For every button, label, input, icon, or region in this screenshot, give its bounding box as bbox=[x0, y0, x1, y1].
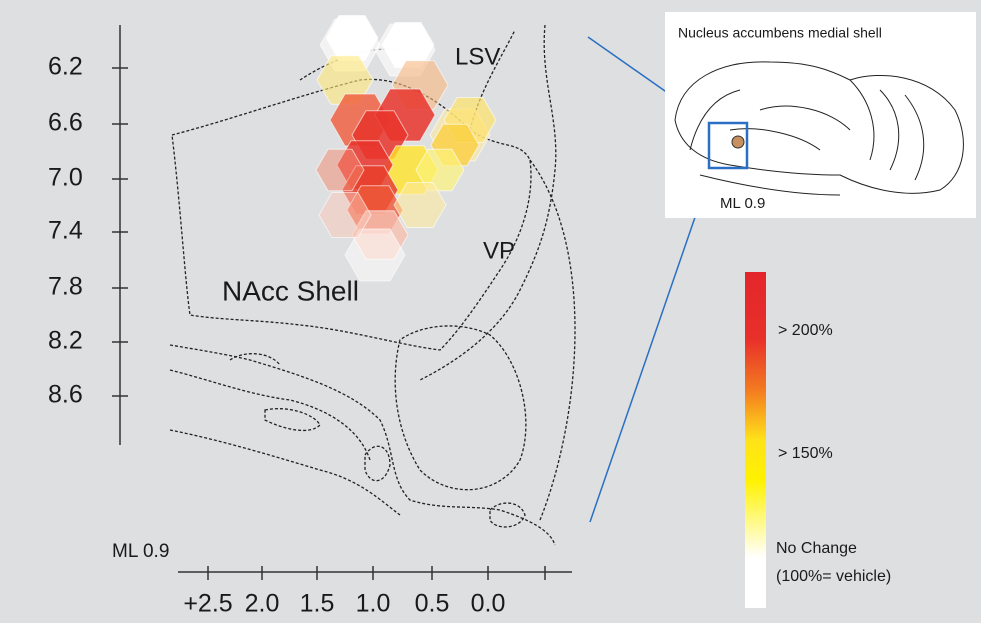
hexagon bbox=[315, 148, 365, 192]
x-axis-label: ML 0.9 bbox=[112, 541, 169, 562]
region-label: NAcc Shell bbox=[222, 275, 359, 306]
region-label: LSV bbox=[455, 43, 500, 70]
hexagon bbox=[415, 148, 465, 192]
y-tick-label: 6.2 bbox=[48, 53, 83, 81]
inset-highlight bbox=[707, 121, 749, 170]
y-tick-label: 7.8 bbox=[48, 273, 83, 301]
hexagon bbox=[325, 15, 379, 61]
inset: Nucleus accumbens medial shell ML 0.9 bbox=[665, 12, 976, 218]
y-tick-label: 6.6 bbox=[48, 109, 83, 137]
x-tick-label: 2.0 bbox=[245, 590, 280, 618]
x-tick-label: 1.5 bbox=[300, 590, 335, 618]
legend-label: > 150% bbox=[778, 445, 833, 462]
inset-label: ML 0.9 bbox=[720, 195, 765, 212]
x-tick-label: 1.0 bbox=[356, 590, 391, 618]
color-scale bbox=[745, 272, 766, 608]
y-tick-label: 8.6 bbox=[48, 381, 83, 409]
inset-panel bbox=[665, 12, 976, 218]
legend-label: > 200% bbox=[778, 322, 833, 339]
hexagon bbox=[318, 192, 372, 238]
inset-title: Nucleus accumbens medial shell bbox=[678, 25, 882, 41]
connector bbox=[589, 167, 713, 523]
x-tick-label: 0.5 bbox=[415, 590, 450, 618]
legend-label: No Change bbox=[776, 540, 857, 557]
x-tick-label: +2.5 bbox=[183, 590, 232, 618]
heatmap-hexagons bbox=[315, 15, 497, 282]
y-tick-label: 7.0 bbox=[48, 164, 83, 192]
region-label: VP bbox=[483, 237, 515, 264]
y-tick-label: 7.4 bbox=[48, 217, 83, 245]
legend-label: (100%= vehicle) bbox=[776, 568, 891, 585]
y-tick-label: 8.2 bbox=[48, 327, 83, 355]
hexagon bbox=[393, 182, 447, 228]
hexagon bbox=[344, 228, 406, 282]
inset-target bbox=[731, 135, 745, 149]
x-tick-label: 0.0 bbox=[471, 590, 506, 618]
